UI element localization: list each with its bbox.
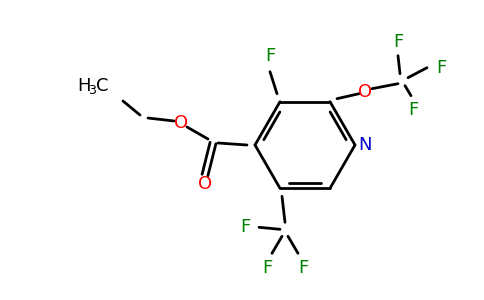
Text: O: O	[358, 83, 372, 101]
Text: F: F	[298, 259, 308, 277]
Text: F: F	[436, 59, 446, 77]
Text: F: F	[240, 218, 250, 236]
Text: F: F	[393, 33, 403, 51]
Text: O: O	[174, 114, 188, 132]
Text: F: F	[265, 47, 275, 65]
Text: H: H	[77, 77, 91, 95]
Text: O: O	[198, 175, 212, 193]
Text: N: N	[358, 136, 372, 154]
Text: 3: 3	[88, 83, 96, 97]
Text: F: F	[262, 259, 272, 277]
Text: C: C	[96, 77, 108, 95]
Text: F: F	[408, 101, 418, 119]
